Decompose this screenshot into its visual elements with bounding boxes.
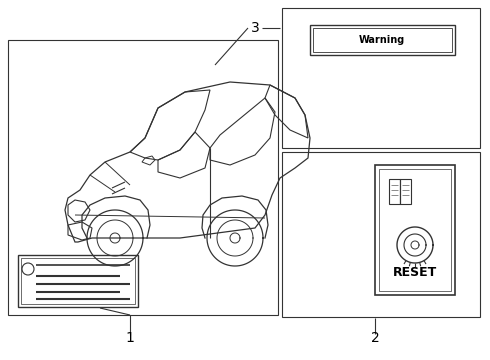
Bar	[389, 179, 400, 204]
Bar	[310, 25, 455, 55]
Text: 3: 3	[250, 21, 259, 35]
Bar	[8, 40, 278, 315]
Text: 1: 1	[125, 331, 134, 345]
Bar	[282, 8, 480, 148]
Bar	[313, 28, 452, 52]
Bar	[21, 258, 135, 304]
Text: 2: 2	[370, 331, 379, 345]
Text: Warning: Warning	[359, 35, 405, 45]
Bar	[282, 152, 480, 317]
Bar	[375, 165, 455, 295]
Text: RESET: RESET	[393, 266, 437, 279]
Bar	[379, 169, 451, 291]
Bar	[18, 255, 138, 307]
Bar	[400, 179, 411, 204]
